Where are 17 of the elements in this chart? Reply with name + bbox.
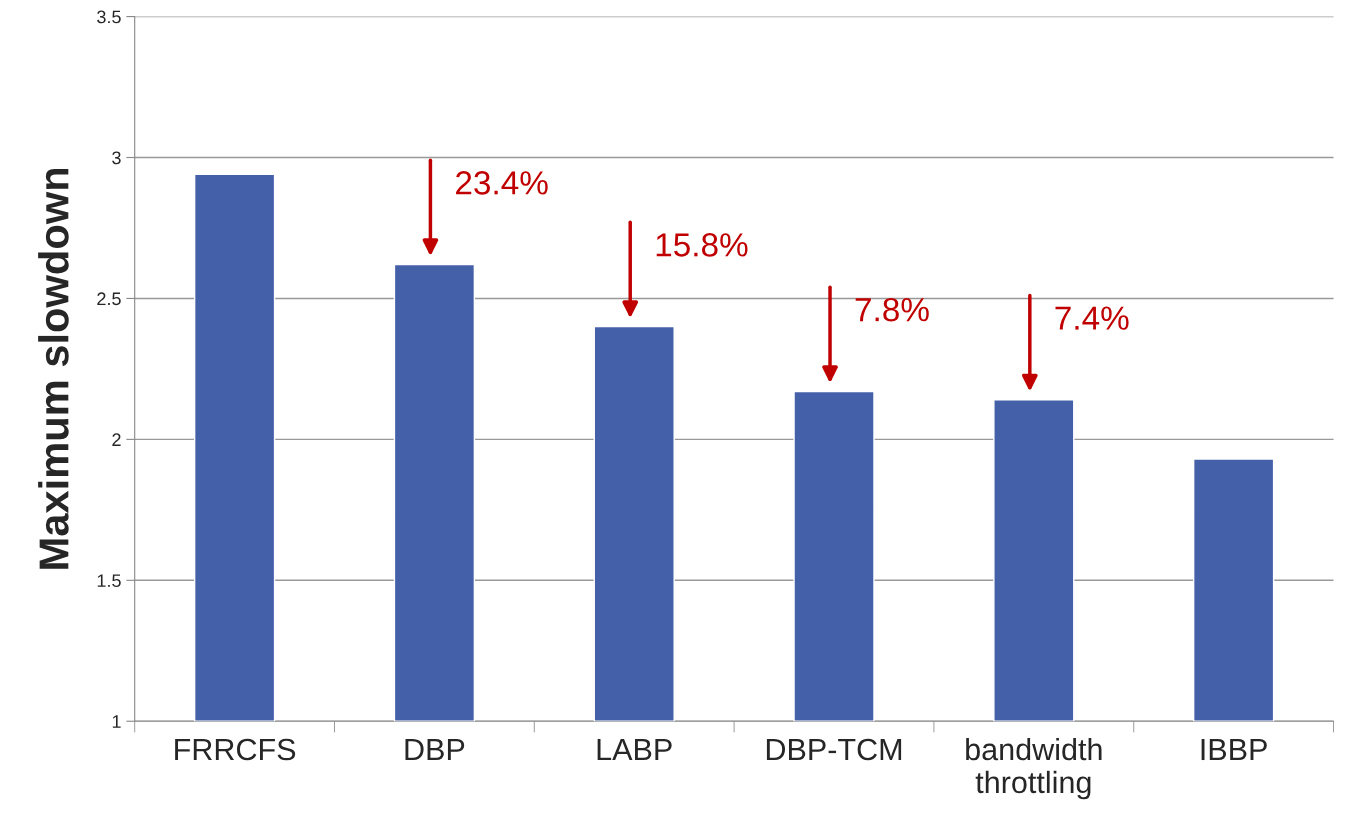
y-tick-label: 2.5 [97, 292, 121, 306]
y-tick-label: 2 [112, 433, 121, 446]
y-tick-label: 1.5 [97, 574, 121, 588]
y-tick-label: 3 [112, 151, 121, 165]
x-tick-label: LABP [597, 739, 672, 761]
y-tick-label: 3.5 [97, 10, 121, 24]
x-tick-label: DBP [405, 739, 465, 761]
annotation: 23.4% [456, 171, 548, 195]
x-tick-label: FRRCFS [175, 738, 296, 761]
x-tick-label: bandwidth throttling [966, 737, 1102, 800]
annotation: 15.8% [656, 233, 748, 257]
x-tick-label: IBBP [1201, 739, 1267, 761]
annotation: 7.8% [855, 297, 929, 322]
y-axis-title: Maximum slowdown [38, 168, 69, 569]
annotation: 7.4% [1055, 306, 1129, 330]
y-tick-label: 1 [112, 715, 121, 728]
x-tick-label: DBP-TCM [766, 738, 902, 761]
